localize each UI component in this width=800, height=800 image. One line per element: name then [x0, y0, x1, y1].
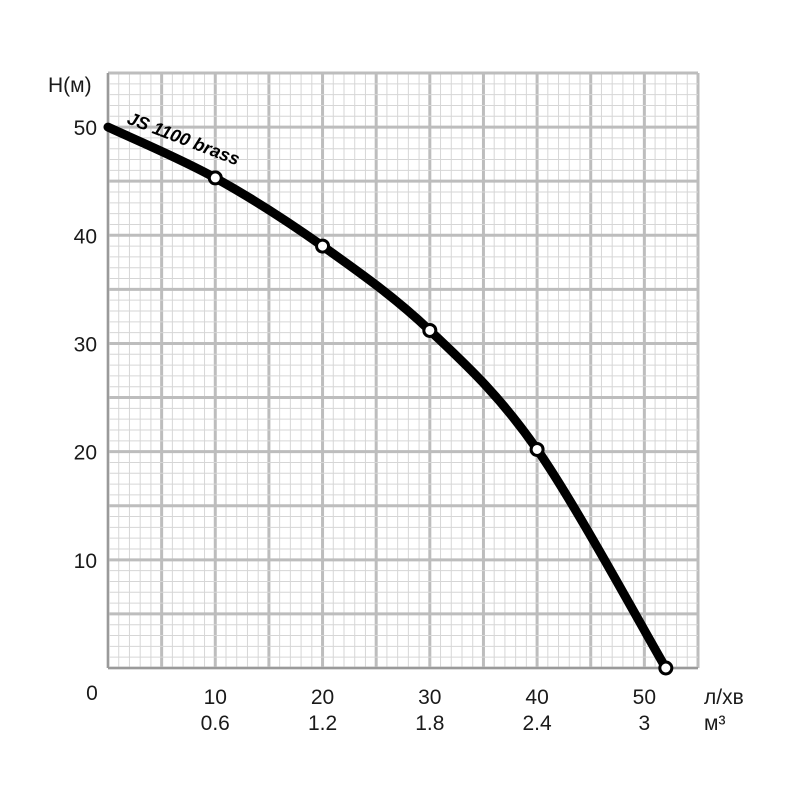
- x-tick-label: 30: [418, 686, 441, 709]
- y-tick-label: 50: [74, 117, 97, 140]
- y-tick-label: 10: [74, 550, 97, 573]
- origin-label: 0: [86, 682, 98, 705]
- series: [103, 122, 674, 676]
- y-tick-label: 40: [74, 225, 97, 248]
- tick-labels: 10 0.6 20 1.2 30 1.8 40 2.4 50 3 10 20 30 40 50: [74, 117, 656, 735]
- y-axis-title: H(м): [48, 74, 92, 97]
- data-point: [315, 238, 331, 254]
- x-tick-label-secondary: 0.6: [201, 712, 230, 735]
- x-tick-label-secondary: 1.8: [415, 712, 444, 735]
- data-point: [207, 170, 223, 186]
- data-point: [422, 322, 438, 338]
- axes: [107, 73, 698, 669]
- y-tick-label: 20: [74, 442, 97, 465]
- x-tick-label: 40: [525, 686, 548, 709]
- x-tick-label: 10: [204, 686, 227, 709]
- x-tick-label: 20: [311, 686, 334, 709]
- data-point: [529, 441, 545, 457]
- x-tick-label: 50: [633, 686, 656, 709]
- x-tick-label-secondary: 2.4: [522, 712, 552, 735]
- x-axis-title: л/хв: [704, 686, 744, 709]
- x-tick-label-secondary: 3: [639, 712, 651, 735]
- y-tick-label: 30: [74, 333, 97, 356]
- data-point: [658, 660, 674, 676]
- x-axis-secondary-title: м³: [704, 712, 725, 735]
- grid: [106, 71, 700, 670]
- x-tick-label-secondary: 1.2: [308, 712, 337, 735]
